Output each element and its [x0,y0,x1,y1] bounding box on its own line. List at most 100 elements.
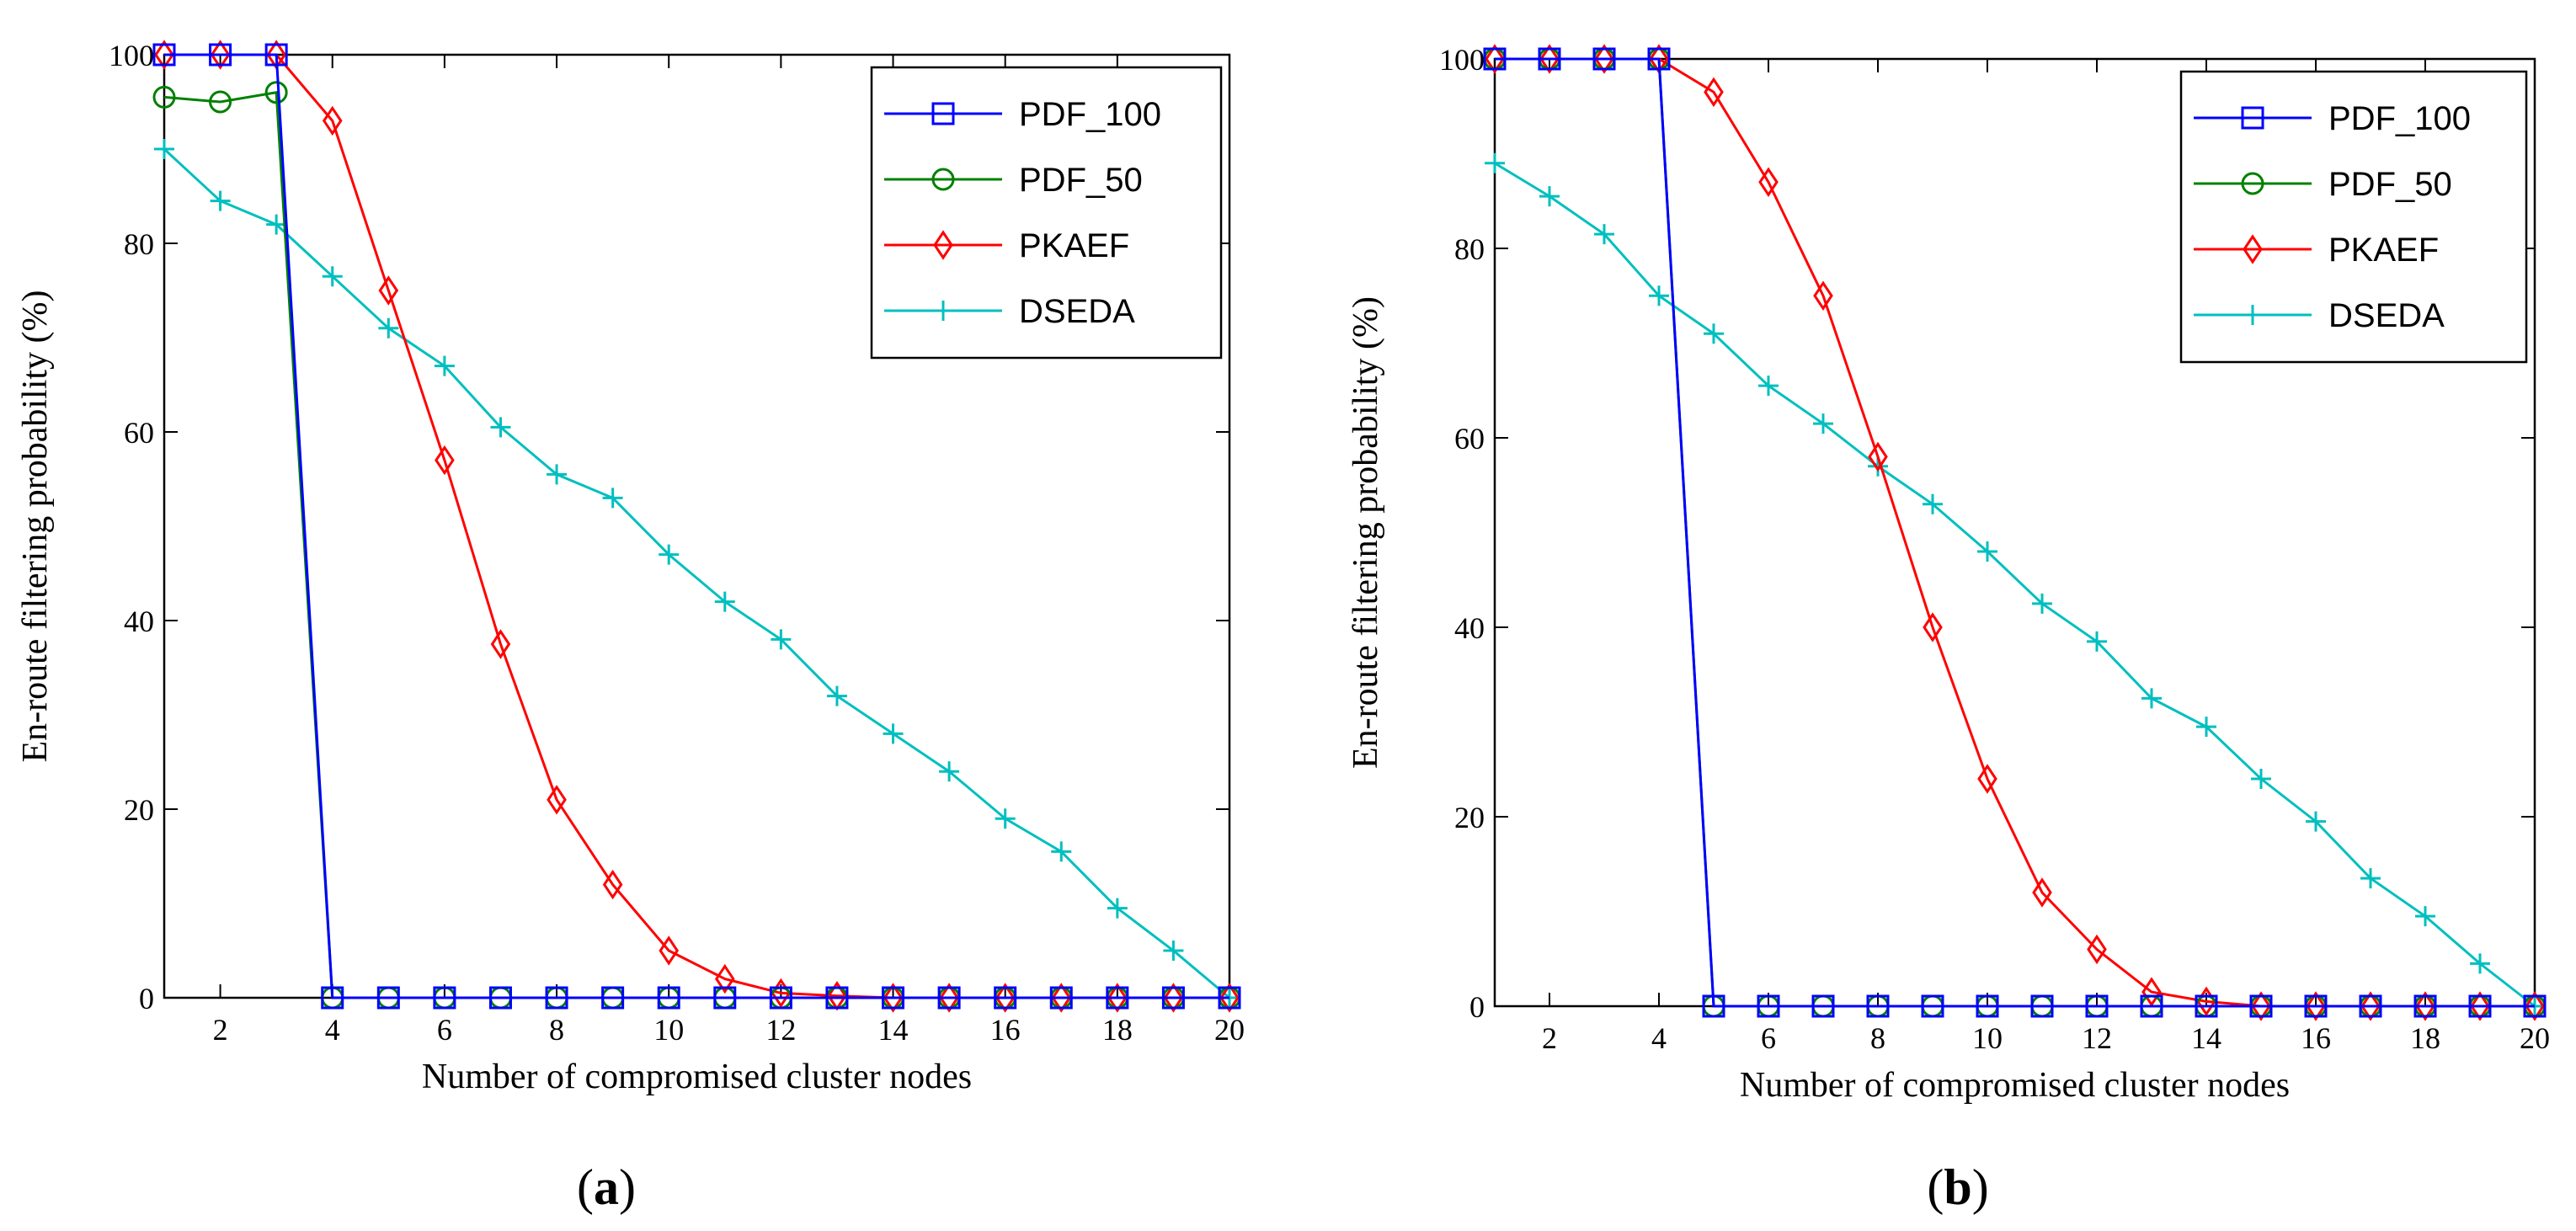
chart-a-x-tick-label: 18 [1102,1013,1133,1047]
chart-b-x-axis-title: Number of compromised cluster nodes [1740,1066,2290,1105]
chart-a-series-pkaef-point [995,983,1016,1013]
chart-a-x-tick-label: 12 [765,1013,796,1047]
chart-a-series-pdf-50-point [264,81,288,104]
chart-a-series-pdf-100-point [601,986,625,1010]
chart-a-panel-letter: a [594,1159,619,1215]
chart-b-legend-item-dseda-marker [2243,305,2263,325]
chart-b-y-tick-label: 80 [1454,232,1485,266]
chart-a-series-dseda-point [995,808,1016,829]
chart-b-series-dseda [1485,152,2545,1016]
chart-b-legend-item-pdf-50-label: PDF_50 [2328,166,2452,203]
chart-a-series-dseda [154,139,1240,1008]
chart-a: 2 4 6 8 10 12 14 16 18 20 0 20 40 60 80 100 Number of co… [16,39,1245,1215]
chart-a-y-tick-label: 80 [124,227,154,261]
chart-a-series-dseda-point [322,266,343,287]
chart-b-series-pkaef-point [2415,991,2435,1021]
chart-a-series-pkaef-point [154,40,174,70]
chart-a-series-pkaef-point [602,869,623,900]
chart-a-series-pdf-100-point [433,986,456,1010]
chart-a-x-tick-label: 8 [549,1013,564,1047]
chart-b-series-dseda-point [2470,953,2490,974]
chart-b-series-pdf-100-point [1538,47,1561,71]
chart-b-series-dseda-point [1594,224,1614,245]
chart-a-x-tick-label: 20 [1214,1013,1245,1047]
chart-a-series-pkaef-point [547,785,567,815]
chart-b-series-pdf-100-point [1483,47,1507,71]
chart-a-legend-item-pkaef-marker [933,230,953,260]
chart-a-series-dseda-point [659,544,680,565]
chart-a-series-dseda-point [714,591,735,612]
chart-a-series-pkaef-point [322,105,343,136]
chart-a-series-pkaef-point [883,983,904,1013]
chart-a-series-pdf-100-point [1049,986,1073,1010]
chart-b-series-dseda-point [1813,413,1833,434]
chart-b-series-dseda-point [1977,541,1997,562]
chart-a-x-tick-label: 4 [325,1013,340,1047]
chart-b-series-pdf-100-point [2195,994,2218,1018]
chart-a-y-tick-label: 40 [124,605,154,638]
chart-b-legend-item-pdf-100: PDF_100 [2194,100,2471,137]
chart-a-series-dseda-point [1163,941,1184,961]
chart-b-series-pkaef-point [1923,612,1943,642]
chart-a-y-tick-label: 60 [124,416,154,450]
chart-a-panel-label: (a) [577,1159,636,1215]
chart-a-x-tick-label: 10 [653,1013,684,1047]
chart-b-panel-label: (b) [1927,1159,1988,1215]
chart-b-x-tick-label: 4 [1651,1021,1667,1055]
chart-b-series-dseda-point [1485,152,1505,173]
chart-b-x-tick-label: 2 [1542,1021,1557,1055]
chart-a-x-tick-label: 14 [878,1013,909,1047]
chart-b-series-pdf-100-point [2249,994,2273,1018]
chart-b: 2 4 6 8 10 12 14 16 18 20 0 20 40 60 80 100 Number of co… [1347,43,2550,1215]
chart-a-legend-item-pdf-100-marker [931,102,955,125]
chart-b-legend-item-pkaef: PKAEF [2194,232,2439,269]
chart-b-legend-item-pdf-50-marker [2241,172,2264,195]
chart-b-x-tick-label: 10 [1972,1021,2003,1055]
chart-b-legend-item-pdf-100-label: PDF_100 [2328,100,2471,137]
chart-b-series-dseda-point [2251,769,2271,789]
chart-a-series-pkaef-point [714,963,735,994]
chart-a-series-pdf-100-point [657,986,680,1010]
chart-b-series-dseda-point [2196,717,2216,738]
chart-a-legend-item-pdf-50: PDF_50 [884,162,1143,199]
chart-a-x-tick-label: 2 [213,1013,228,1047]
chart-b-series-pkaef-point [2525,991,2545,1021]
chart-b-series-dseda-line [1494,162,2536,1008]
chart-b-series-pkaef-point [1704,77,1724,108]
chart-b-series-dseda-point [1539,186,1560,207]
chart-b-series-pdf-100-point [1811,994,1835,1018]
chart-b-series-pdf-100-point [2359,994,2382,1018]
chart-b-x-tick-label: 18 [2410,1021,2440,1055]
chart-b-series-pdf-100-point [2030,994,2054,1018]
chart-a-series-pdf-100 [152,43,1241,1010]
chart-b-series-dseda-point [2087,631,2107,652]
chart-b-series-pkaef-point [1758,167,1779,197]
chart-a-series-dseda-point [939,761,960,782]
chart-b-series-pdf-100-point [2523,994,2547,1018]
chart-a-series-pdf-100-point [994,986,1017,1010]
chart-a-series-dseda-line [163,147,1230,999]
chart-a-series-dseda-point [266,214,287,235]
chart-b-series-pdf-100-point [2468,994,2492,1018]
chart-b-legend-item-dseda: DSEDA [2194,297,2445,334]
chart-b-series-dseda-point [1704,323,1724,344]
chart-a-series-pdf-100-point [825,986,849,1010]
chart-a-series-pdf-50-point [152,85,176,109]
chart-b-legend: PDF_100 PDF_50 PKAEF DSEDA [2179,70,2528,364]
chart-a-y-tick-label: 20 [124,793,154,827]
chart-b-legend-item-dseda-label: DSEDA [2328,297,2445,334]
chart-b-x-tick-label: 6 [1761,1021,1776,1055]
chart-b-x-tick-label: 12 [2082,1021,2112,1055]
chart-b-y-tick-label: 60 [1454,422,1485,456]
chart-a-series-dseda-point [1107,898,1128,919]
chart-b-series-dseda-point [2141,688,2162,709]
chart-a-series-pdf-100-point [937,986,961,1010]
chart-a-series-pdf-100-point [152,43,176,67]
chart-b-series-pdf-100-point [2304,994,2328,1018]
chart-b-x-tick-label: 20 [2520,1021,2550,1055]
chart-b-series-pkaef-point [1813,280,1833,311]
chart-a-series-pdf-50-point [209,90,232,114]
chart-a-series-dseda-point [826,685,847,706]
chart-b-legend-item-pdf-50: PDF_50 [2194,166,2452,203]
chart-b-panel-letter: b [1944,1159,1971,1215]
